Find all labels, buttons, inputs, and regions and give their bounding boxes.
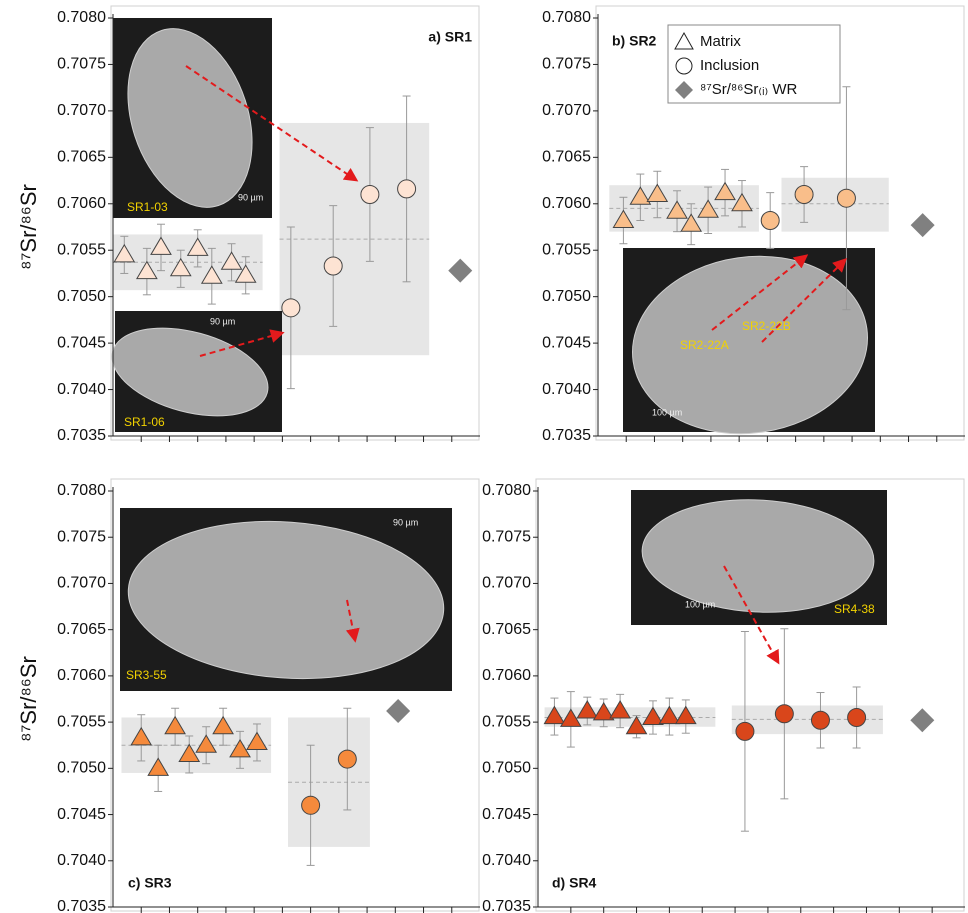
y-tick-label: 0.7075 bbox=[482, 528, 531, 545]
inset-label: 90 µm bbox=[393, 517, 418, 527]
inclusion-marker bbox=[361, 185, 379, 203]
y-tick-label: 0.7055 bbox=[542, 241, 591, 258]
range-band bbox=[782, 178, 889, 232]
y-tick-label: 0.7045 bbox=[57, 334, 106, 351]
inset-label: 100 µm bbox=[652, 407, 682, 417]
inclusion-marker bbox=[848, 708, 866, 726]
y-tick-label: 0.7080 bbox=[57, 9, 106, 26]
inset-label: SR1-03 bbox=[127, 200, 168, 214]
y-tick-label: 0.7050 bbox=[57, 760, 106, 777]
wr-marker bbox=[386, 699, 410, 723]
y-tick-label: 0.7050 bbox=[57, 288, 106, 305]
legend-label: Inclusion bbox=[700, 57, 759, 74]
y-tick-label: 0.7055 bbox=[57, 241, 106, 258]
figure: SR1-03 90 µm SR1-06 90 µm 0.7035 0.7040 0.7045… bbox=[0, 0, 968, 913]
y-tick-label: 0.7035 bbox=[57, 427, 106, 444]
y-tick-label: 0.7045 bbox=[542, 334, 591, 351]
inset-label: 100 µm bbox=[685, 599, 715, 609]
y-tick-label: 0.7055 bbox=[57, 713, 106, 730]
y-tick-label: 0.7065 bbox=[542, 149, 591, 166]
inclusion-marker bbox=[282, 299, 300, 317]
y-tick-label: 0.7070 bbox=[57, 575, 106, 592]
y-tick-label: 0.7035 bbox=[542, 427, 591, 444]
y-tick-label: 0.7055 bbox=[482, 713, 531, 730]
y-tick-label: 0.7060 bbox=[57, 667, 106, 684]
inclusion-marker bbox=[324, 257, 342, 275]
y-tick-label: 0.7075 bbox=[542, 56, 591, 73]
y-tick-label: 0.7050 bbox=[542, 288, 591, 305]
y-tick-label: 0.7040 bbox=[542, 381, 591, 398]
inset-label: SR3-55 bbox=[126, 668, 167, 682]
inclusion-marker bbox=[398, 180, 416, 198]
y-tick-label: 0.7060 bbox=[57, 195, 106, 212]
wr-marker bbox=[448, 259, 472, 283]
inclusion-marker bbox=[837, 189, 855, 207]
legend-label: Matrix bbox=[700, 33, 741, 50]
range-band bbox=[288, 717, 370, 846]
inset-label: SR1-06 bbox=[124, 415, 165, 429]
y-tick-label: 0.7080 bbox=[57, 482, 106, 499]
inclusion-marker bbox=[736, 722, 754, 740]
y-tick-label: 0.7040 bbox=[57, 852, 106, 869]
inset-label: SR2-22A bbox=[680, 338, 729, 352]
y-tick-label: 0.7080 bbox=[482, 482, 531, 499]
inclusion-marker bbox=[811, 711, 829, 729]
y-tick-label: 0.7035 bbox=[482, 898, 531, 913]
panel-title: a) SR1 bbox=[428, 29, 472, 45]
inclusion-marker bbox=[775, 705, 793, 723]
panel-title: c) SR3 bbox=[128, 875, 172, 891]
y-tick-label: 0.7080 bbox=[542, 9, 591, 26]
inset-label: SR4-38 bbox=[834, 602, 875, 616]
y-tick-label: 0.7050 bbox=[482, 760, 531, 777]
y-axis-label: ⁸⁷Sr/⁸⁶Sr bbox=[16, 656, 41, 742]
wr-marker bbox=[911, 213, 935, 237]
wr-marker bbox=[910, 708, 934, 732]
y-tick-label: 0.7075 bbox=[57, 528, 106, 545]
y-tick-label: 0.7075 bbox=[57, 56, 106, 73]
y-tick-label: 0.7060 bbox=[482, 667, 531, 684]
y-tick-label: 0.7045 bbox=[57, 806, 106, 823]
inclusion-marker bbox=[302, 796, 320, 814]
panel-title: d) SR4 bbox=[552, 875, 597, 891]
y-tick-label: 0.7070 bbox=[57, 102, 106, 119]
panel-title: b) SR2 bbox=[612, 33, 657, 49]
y-axis-label: ⁸⁷Sr/⁸⁶Sr bbox=[16, 184, 41, 270]
y-tick-label: 0.7060 bbox=[542, 195, 591, 212]
y-tick-label: 0.7065 bbox=[57, 149, 106, 166]
y-tick-label: 0.7045 bbox=[482, 806, 531, 823]
y-tick-label: 0.7065 bbox=[482, 621, 531, 638]
inset-label: 90 µm bbox=[210, 316, 235, 326]
inclusion-marker bbox=[795, 185, 813, 203]
y-tick-label: 0.7040 bbox=[57, 381, 106, 398]
inclusion-marker bbox=[761, 211, 779, 229]
legend-label: ⁸⁷Sr/⁸⁶Sr₍ᵢ₎ WR bbox=[700, 81, 797, 98]
inset-label: SR2-22B bbox=[742, 319, 791, 333]
inclusion-marker bbox=[338, 750, 356, 768]
y-tick-label: 0.7070 bbox=[482, 575, 531, 592]
y-tick-label: 0.7040 bbox=[482, 852, 531, 869]
y-tick-label: 0.7065 bbox=[57, 621, 106, 638]
y-tick-label: 0.7070 bbox=[542, 102, 591, 119]
inset-label: 90 µm bbox=[238, 192, 263, 202]
y-tick-label: 0.7035 bbox=[57, 898, 106, 913]
